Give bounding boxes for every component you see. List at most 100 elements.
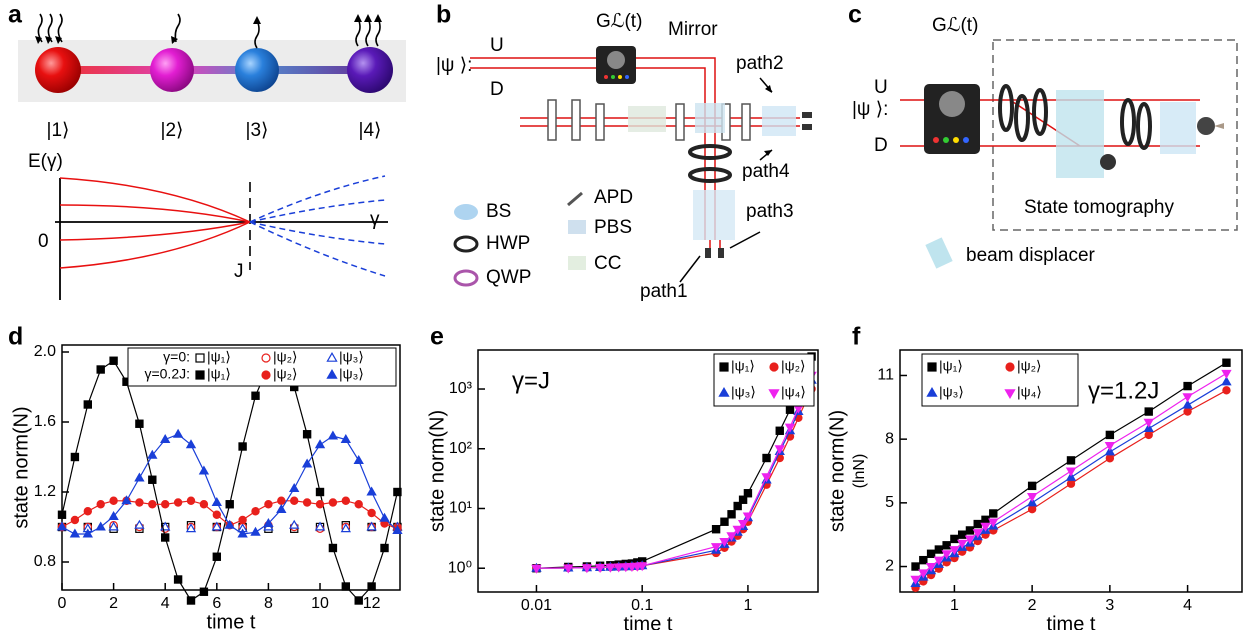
marker	[762, 453, 771, 463]
setup-b-part-part	[759, 149, 773, 161]
setup-c-part-part	[1120, 98, 1136, 146]
marker	[195, 353, 205, 363]
marker	[264, 500, 273, 509]
setup-b-part	[454, 204, 478, 220]
marker	[83, 507, 93, 516]
setup-c-part	[1100, 154, 1116, 170]
setup-b-part	[568, 220, 586, 234]
legend-box	[921, 353, 1079, 407]
marker	[301, 458, 313, 468]
marker	[965, 526, 975, 535]
marker	[340, 523, 351, 533]
marker	[620, 563, 631, 573]
setup-b-part-part	[729, 231, 761, 249]
marker	[927, 362, 937, 372]
legend-label: |ψ₃⟩	[339, 349, 364, 365]
marker	[199, 500, 209, 509]
energy-sketch-part-part	[59, 204, 251, 223]
setup-c-part-part	[998, 84, 1014, 132]
chain-diagram-part	[58, 66, 370, 74]
marker	[972, 529, 983, 539]
legend-label: |ψ₁⟩	[731, 358, 755, 374]
setup-c-part	[953, 137, 959, 143]
marker	[314, 439, 326, 449]
panel-label: d	[8, 323, 23, 351]
energy-sketch-part-part	[249, 221, 386, 245]
legend-label: HWP	[486, 233, 530, 254]
setup-b-part	[688, 144, 732, 160]
marker	[1026, 497, 1038, 507]
chain-diagram-part-part	[253, 14, 382, 24]
panel-label: b	[436, 1, 451, 29]
marker	[341, 582, 351, 591]
setup-b-part-part	[709, 240, 721, 248]
marker	[263, 517, 274, 527]
marker	[134, 472, 145, 482]
y-tick-label: 2.0	[34, 343, 56, 360]
marker	[1222, 386, 1231, 395]
marker	[1144, 407, 1153, 416]
setup-b-part	[762, 106, 796, 136]
legend-box	[127, 347, 397, 387]
legend-label: |ψ₃⟩	[731, 384, 756, 400]
setup-c-part	[1056, 90, 1104, 178]
marker	[314, 521, 326, 531]
marker	[957, 539, 968, 549]
setup-c-part	[963, 137, 969, 143]
marker	[173, 575, 183, 584]
marker	[212, 552, 222, 561]
setup-c-part-part	[1032, 88, 1048, 136]
marker	[1066, 479, 1076, 488]
setup-b-part	[453, 235, 479, 253]
marker	[172, 428, 184, 438]
legend-label: |ψ₄⟩	[781, 384, 806, 400]
y-tick-label: 1.6	[34, 413, 56, 430]
setup-b-part	[625, 75, 629, 79]
legend-label: BS	[486, 201, 511, 222]
marker	[1027, 481, 1037, 491]
marker	[1221, 369, 1232, 379]
marker	[605, 563, 616, 573]
marker	[988, 518, 999, 528]
marker	[83, 400, 93, 409]
setup-b-part	[604, 75, 608, 79]
marker	[718, 386, 730, 397]
legend-label: beam displacer	[966, 245, 1096, 266]
setup-b-part	[679, 77, 773, 283]
marker	[784, 423, 796, 433]
path-label: path3	[746, 201, 794, 222]
marker	[926, 549, 936, 558]
setup-b-part	[607, 51, 625, 69]
marker	[366, 521, 377, 531]
x-tick-label: 4	[161, 595, 170, 612]
x-tick-label: 2	[1028, 597, 1037, 614]
marker	[276, 503, 287, 513]
x-tick-label: 4	[1183, 597, 1192, 614]
marker	[134, 519, 145, 529]
state-label: |1⟩	[47, 120, 70, 141]
x-axis-label: time t	[624, 613, 673, 630]
legend-label: |ψ₁⟩	[207, 349, 231, 365]
x-tick-label: 3	[1105, 597, 1114, 614]
origin-label: 0	[38, 231, 49, 252]
marker	[367, 582, 376, 591]
box-label: State tomography	[1024, 197, 1174, 218]
setup-b-part-part	[547, 99, 557, 141]
setup-b-part-part	[571, 99, 581, 141]
gate-label: Gℒ(t)	[596, 11, 642, 32]
legend-label: |ψ₂⟩	[1017, 358, 1042, 374]
marker	[1182, 393, 1193, 403]
marker	[768, 389, 780, 400]
marker	[737, 520, 749, 530]
marker	[742, 512, 754, 522]
marker	[1066, 456, 1076, 465]
marker	[289, 519, 300, 529]
marker	[96, 365, 105, 374]
marker	[340, 433, 351, 443]
marker	[327, 430, 339, 440]
energy-sketch	[55, 175, 388, 300]
y-axis-label: state norm(N)	[10, 406, 32, 528]
x-tick-label: 8	[264, 595, 273, 612]
marker	[941, 550, 952, 560]
marker	[70, 452, 80, 462]
